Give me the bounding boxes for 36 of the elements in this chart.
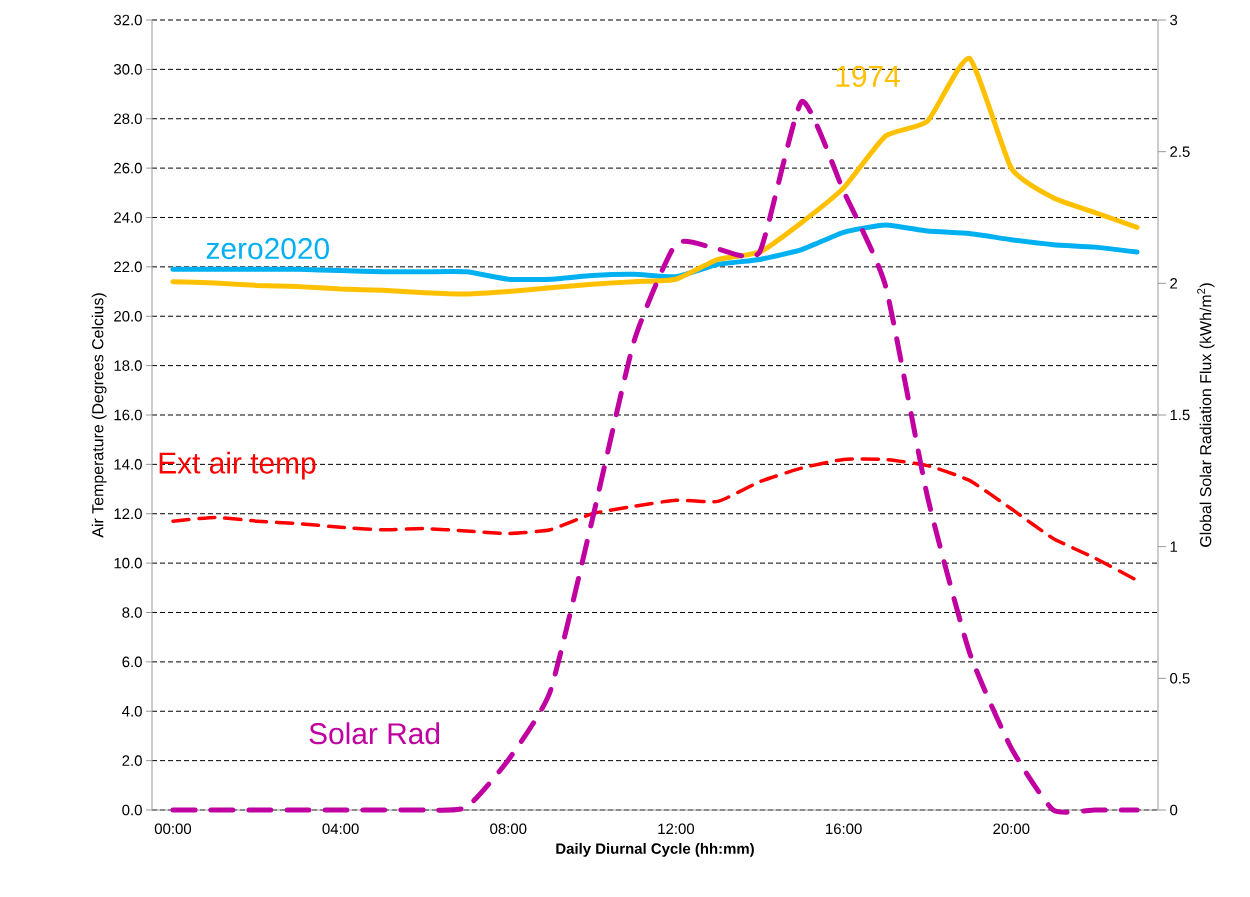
- y-tick-label: 24.0: [114, 212, 142, 223]
- text: Solar Rad: [309, 722, 440, 745]
- x-tick-label: 12:00: [658, 823, 695, 835]
- x-axis-title: Daily Diurnal Cycle (hh:mm): [556, 842, 754, 857]
- y2-axis-title: Global Solar Radiation Flux (kWh/m$^{2}$): [1197, 283, 1215, 547]
- y-tick-label: 10.0: [114, 557, 142, 569]
- x-tick-label: 00:00: [154, 823, 192, 835]
- y-tick-label: 2.0: [122, 755, 142, 766]
- y-tick-label: 4.0: [122, 705, 142, 717]
- y-tick-label: 28.0: [114, 113, 142, 125]
- x-tick-label: 08:00: [490, 823, 527, 835]
- y-tick-label: 12.0: [114, 508, 142, 520]
- y-tick-label: 30.0: [113, 64, 142, 75]
- y2-tick-label: 2: [1170, 278, 1178, 289]
- y2-tick-label: 0.5: [1170, 673, 1190, 684]
- series-label: 1974: [836, 65, 900, 87]
- y-tick-label: 26.0: [114, 162, 142, 174]
- x-tick-label: 20:00: [993, 823, 1030, 835]
- y-tick-label: 20.0: [114, 310, 142, 322]
- y-tick-label: 0.0: [122, 804, 142, 816]
- x-tick-label: 16:00: [826, 823, 862, 835]
- y-tick-label: 22.0: [114, 261, 142, 273]
- y2-tick-label: 3: [1170, 14, 1178, 26]
- y-tick-label: 8.0: [122, 607, 142, 618]
- y2-tick-label: 1: [1170, 541, 1178, 552]
- series-label: zero2020: [206, 237, 329, 260]
- y2-tick-label: 0: [1170, 804, 1178, 816]
- y2-tick-label: 1.5: [1170, 409, 1190, 421]
- y2-tick-label: 2.5: [1170, 146, 1190, 157]
- y-tick-label: 14.0: [114, 459, 142, 470]
- y-tick-label: 32.0: [113, 14, 142, 26]
- y-tick-label: 16.0: [114, 409, 142, 421]
- y-tick-label: 18.0: [114, 360, 142, 371]
- y-axis-title: Air Temperature (Degrees Celcius): [91, 293, 107, 538]
- y-tick-label: 6.0: [122, 656, 142, 668]
- x-tick-label: 04:00: [322, 823, 359, 835]
